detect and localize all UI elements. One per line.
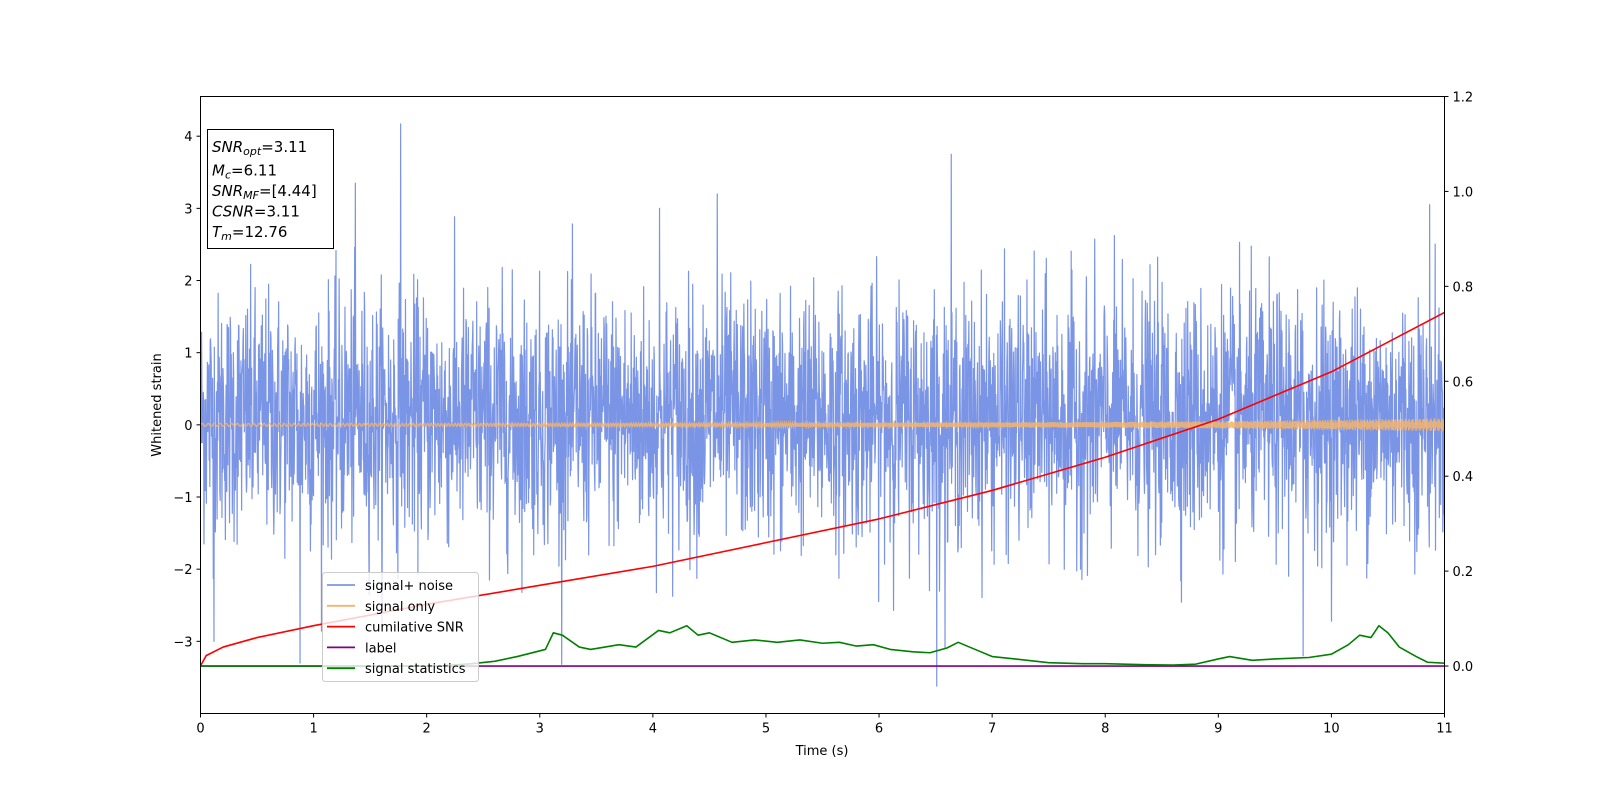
y-left-tick-label: 0 [184, 419, 192, 434]
y-right-tick-label: 0.2 [1453, 565, 1474, 580]
y-left-tick-label: 4 [184, 130, 192, 145]
y-axis-left: −3 −2 −1 0 1 2 3 4 [173, 130, 201, 650]
info-line-symbol: CSNR [212, 203, 254, 221]
info-line-subscript: opt [243, 145, 262, 158]
info-line-subscript: m [221, 230, 232, 243]
series-signal-only [200, 418, 1445, 432]
x-tick-label: 3 [536, 722, 544, 737]
x-tick-label: 5 [762, 722, 770, 737]
x-tick-label: 1 [309, 722, 317, 737]
x-tick-label: 10 [1323, 722, 1340, 737]
y-left-tick-label: −1 [173, 491, 192, 506]
info-line-subscript: MF [243, 189, 259, 202]
x-axis: 0 1 2 3 4 5 6 7 8 9 10 11 [196, 713, 1453, 737]
info-line-symbol: SNR [212, 138, 243, 156]
x-axis-label: Time (s) [795, 744, 849, 759]
legend-label: label [365, 641, 396, 656]
series-signal-statistics [200, 624, 1445, 667]
info-line-value: =3.11 [261, 138, 307, 156]
info-box-frame [207, 129, 334, 249]
info-line: Tm=12.76 [212, 223, 287, 243]
y-right-tick-label: 0.8 [1453, 280, 1474, 295]
x-tick-label: 2 [423, 722, 431, 737]
legend-label: signal only [365, 600, 435, 615]
y-left-tick-label: −3 [173, 635, 192, 650]
y-left-tick-label: 3 [184, 202, 192, 217]
info-line-symbol: SNR [212, 182, 243, 200]
info-line-value: =[4.44] [259, 182, 317, 200]
info-line: SNRopt=3.11 [212, 138, 307, 158]
info-line-subscript: c [225, 169, 231, 182]
y-axis-label: Whitened strain [150, 353, 165, 456]
info-line-value: =3.11 [254, 203, 300, 221]
y-right-tick-label: 1.2 [1453, 91, 1474, 106]
info-line-value: =12.76 [232, 223, 288, 241]
info-line-symbol: T [212, 223, 223, 241]
x-tick-label: 4 [649, 722, 657, 737]
info-line: Mc=6.11 [212, 162, 277, 182]
legend-label: cumilative SNR [365, 621, 464, 636]
y-left-tick-label: 1 [184, 347, 192, 362]
info-line-symbol: M [212, 162, 225, 180]
x-tick-label: 6 [875, 722, 883, 737]
info-line: CSNR=3.11 [212, 203, 300, 221]
series-signal-noise [200, 123, 1445, 687]
x-tick-label: 9 [1214, 722, 1222, 737]
x-tick-label: 7 [988, 722, 996, 737]
legend-label: signal+ noise [365, 579, 453, 594]
x-tick-label: 11 [1436, 722, 1453, 737]
y-right-tick-label: 0.4 [1453, 470, 1474, 485]
series-cumulative-snr [200, 311, 1445, 667]
y-right-tick-label: 1.0 [1453, 185, 1474, 200]
x-tick-label: 8 [1101, 722, 1109, 737]
legend-label: signal statistics [365, 662, 466, 677]
info-line: SNRMF=[4.44] [212, 182, 317, 202]
info-line-value: =6.11 [231, 162, 277, 180]
y-axis-right: 0.0 0.2 0.4 0.6 0.8 1.0 1.2 [1444, 91, 1474, 675]
plot-frame [200, 96, 1445, 714]
y-right-tick-label: 0.0 [1453, 660, 1474, 675]
info-box: SNRopt=3.11Mc=6.11SNRMF=[4.44]CSNR=3.11T… [207, 129, 334, 249]
legend-frame [322, 572, 479, 682]
x-tick-label: 0 [196, 722, 204, 737]
legend: signal+ noise signal only cumilative SNR la… [322, 572, 479, 682]
y-left-tick-label: −2 [173, 563, 192, 578]
y-right-tick-label: 0.6 [1453, 375, 1474, 390]
y-left-tick-label: 2 [184, 275, 192, 290]
